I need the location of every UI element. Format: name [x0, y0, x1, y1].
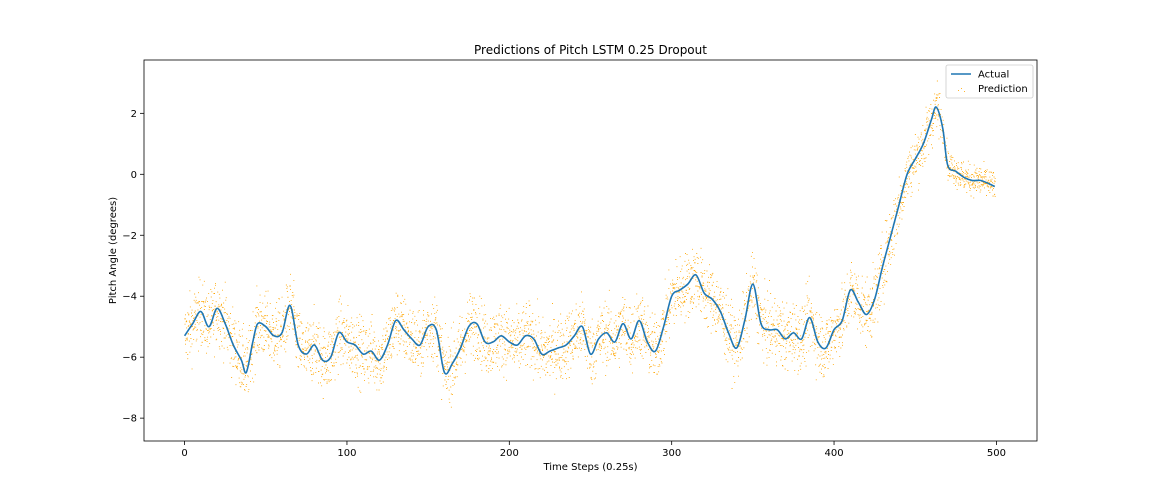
x-tick-label: 400	[824, 448, 843, 459]
prediction-points	[613, 256, 686, 376]
legend-prediction-swatch	[958, 88, 965, 92]
plot-frame	[143, 59, 1038, 442]
prediction-points	[755, 274, 828, 381]
x-tick-label: 100	[337, 448, 356, 459]
x-tick-label: 200	[500, 448, 519, 459]
y-axis-label: Pitch Angle (degrees)	[108, 197, 119, 304]
x-tick-label: 500	[987, 448, 1006, 459]
y-tick-label: 2	[131, 109, 137, 120]
chart-title: Predictions of Pitch LSTM 0.25 Dropout	[474, 43, 707, 57]
prediction-points	[827, 194, 900, 369]
y-tick-label: −2	[122, 231, 137, 242]
y-tick-label: −4	[122, 292, 137, 303]
legend-prediction-dot	[964, 91, 965, 92]
x-tick-label: 0	[181, 448, 187, 459]
x-tick-label: 300	[662, 448, 681, 459]
y-tick-label: 0	[131, 170, 137, 181]
legend-prediction-dot	[958, 90, 959, 91]
y-tick-label: −6	[122, 353, 137, 364]
y-tick-label: −8	[122, 414, 137, 425]
legend-prediction-dot	[961, 88, 962, 89]
actual-line	[183, 106, 996, 375]
actual-line-layer	[183, 106, 996, 375]
prediction-points	[470, 295, 543, 381]
legend-prediction-label: Prediction	[978, 84, 1028, 95]
y-axis-ticks: −8 −6 −4 −2 0 2	[122, 109, 144, 425]
prediction-points	[970, 160, 996, 199]
prediction-points	[327, 292, 400, 393]
x-axis-label: Time Steps (0.25s)	[542, 462, 637, 473]
legend: Actual Prediction	[945, 64, 1034, 99]
legend-actual-label: Actual	[978, 70, 1009, 81]
x-axis-ticks: 0 100 200 300 400 500	[181, 441, 1006, 459]
